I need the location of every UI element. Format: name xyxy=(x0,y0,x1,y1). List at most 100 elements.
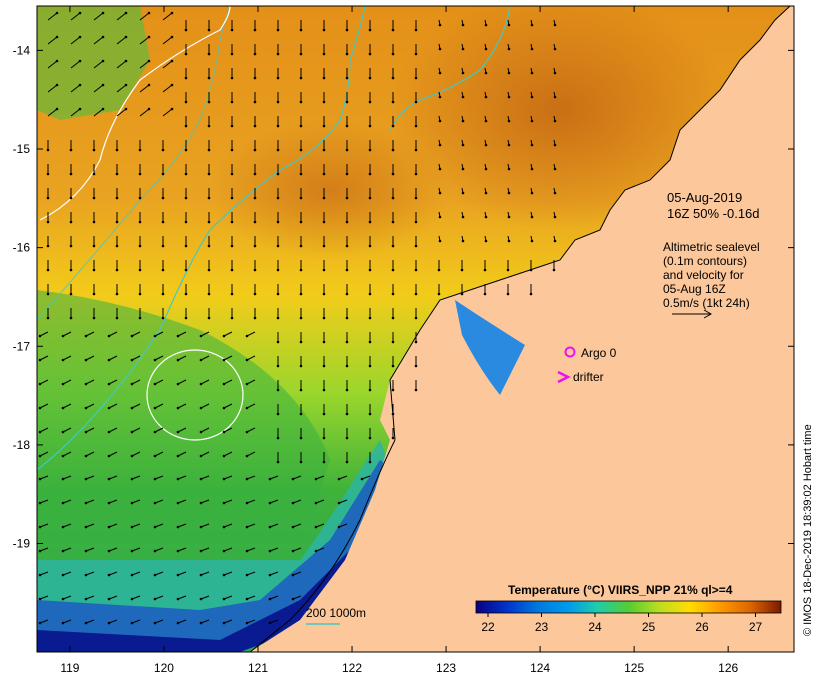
velocity-arrow xyxy=(154,403,164,409)
velocity-arrow-head xyxy=(553,191,557,195)
velocity-arrow xyxy=(39,475,49,480)
velocity-arrow xyxy=(139,36,150,45)
velocity-arrow-head xyxy=(299,268,303,272)
velocity-arrow xyxy=(39,499,49,504)
velocity-arrow-head xyxy=(147,11,151,15)
velocity-arrow-head xyxy=(147,59,151,63)
velocity-arrow-head xyxy=(84,525,88,529)
velocity-arrow-head xyxy=(130,573,134,577)
velocity-arrow-head xyxy=(507,191,511,195)
velocity-arrow-head xyxy=(414,244,418,248)
velocity-arrow xyxy=(85,331,95,337)
velocity-arrow-head xyxy=(78,59,82,63)
velocity-arrow xyxy=(70,60,81,69)
velocity-arrow-head xyxy=(61,454,65,458)
velocity-arrow-head xyxy=(130,382,134,386)
velocity-arrow-head xyxy=(437,292,441,296)
velocity-arrow xyxy=(223,475,233,480)
velocity-arrow-head xyxy=(299,292,303,296)
velocity-arrow-head xyxy=(92,316,96,320)
velocity-arrow-head xyxy=(61,334,65,338)
velocity-arrow-head xyxy=(291,573,295,577)
velocity-arrow-head xyxy=(530,167,534,171)
velocity-arrow-head xyxy=(484,167,488,171)
velocity-arrow-head xyxy=(391,244,395,248)
velocity-arrow xyxy=(39,331,49,337)
velocity-arrow-head xyxy=(147,83,151,87)
velocity-arrow-head xyxy=(199,597,203,601)
velocity-arrow-head xyxy=(153,525,157,529)
velocity-arrow-head xyxy=(368,220,372,224)
velocity-arrow xyxy=(269,547,279,552)
velocity-arrow-head xyxy=(391,412,395,416)
velocity-arrow-head xyxy=(368,340,372,344)
velocity-arrow-head xyxy=(484,23,488,27)
velocity-arrow-head xyxy=(276,244,280,248)
velocity-arrow-head xyxy=(507,23,511,27)
velocity-arrow-head xyxy=(414,388,418,392)
velocity-arrow-head xyxy=(184,100,188,104)
velocity-arrow-head xyxy=(345,460,349,464)
velocity-arrow xyxy=(154,571,164,576)
colorbar-tick-label: 24 xyxy=(588,620,602,634)
velocity-arrow xyxy=(39,595,49,600)
velocity-arrow-head xyxy=(107,406,111,410)
velocity-arrow-head xyxy=(46,244,50,248)
drifter-label: drifter xyxy=(573,370,604,384)
altimetry-line-2: (0.1m contours) xyxy=(663,254,747,268)
velocity-arrow-head xyxy=(207,316,211,320)
velocity-arrow-head xyxy=(230,268,234,272)
velocity-arrow-head xyxy=(207,196,211,200)
colorbar-tick-label: 22 xyxy=(481,620,495,634)
velocity-arrow xyxy=(108,403,118,409)
velocity-arrow-head xyxy=(207,148,211,152)
velocity-arrow-head xyxy=(253,292,257,296)
velocity-arrow xyxy=(315,523,325,528)
velocity-arrow-head xyxy=(438,167,442,171)
velocity-arrow-head xyxy=(124,107,128,111)
velocity-arrow-head xyxy=(199,525,203,529)
velocity-arrow xyxy=(85,595,95,600)
velocity-arrow-head xyxy=(345,436,349,440)
velocity-arrow-head xyxy=(391,196,395,200)
velocity-arrow-head xyxy=(92,244,96,248)
velocity-arrow-head xyxy=(461,47,465,51)
velocity-arrow xyxy=(62,595,72,600)
velocity-arrow xyxy=(131,595,141,600)
velocity-arrow xyxy=(131,331,141,337)
velocity-arrow xyxy=(223,571,233,576)
velocity-arrow-head xyxy=(530,239,534,243)
velocity-arrow xyxy=(223,355,233,361)
velocity-arrow-head xyxy=(245,406,249,410)
velocity-arrow xyxy=(62,427,72,433)
velocity-arrow-head xyxy=(207,268,211,272)
velocity-arrow-head xyxy=(368,148,372,152)
velocity-arrow-head xyxy=(207,292,211,296)
velocity-arrow xyxy=(177,595,187,600)
velocity-arrow-head xyxy=(199,382,203,386)
velocity-arrow-head xyxy=(484,143,488,147)
velocity-arrow xyxy=(177,331,187,337)
velocity-arrow-head xyxy=(55,59,59,63)
velocity-arrow xyxy=(85,427,95,433)
longitude-axis: 119 120 121 122 123 124 125 126 xyxy=(60,6,739,675)
velocity-arrow-head xyxy=(414,52,418,56)
velocity-arrow-head xyxy=(438,215,442,219)
velocity-arrow xyxy=(85,619,95,624)
velocity-arrow xyxy=(108,547,118,552)
velocity-arrow-head xyxy=(115,244,119,248)
velocity-arrow-head xyxy=(69,316,73,320)
velocity-arrow-head xyxy=(314,477,318,481)
velocity-arrow-head xyxy=(299,52,303,56)
velocity-arrow-head xyxy=(138,244,142,248)
velocity-arrow xyxy=(47,84,58,93)
velocity-arrow-head xyxy=(107,501,111,505)
velocity-arrow-head xyxy=(414,172,418,176)
colorbar-tick-label: 25 xyxy=(642,620,656,634)
isobath-1000 xyxy=(37,6,231,321)
velocity-arrow xyxy=(85,523,95,528)
warm-core xyxy=(390,6,730,230)
velocity-arrow xyxy=(162,12,173,21)
velocity-arrow-head xyxy=(61,477,65,481)
velocity-arrow-head xyxy=(207,244,211,248)
